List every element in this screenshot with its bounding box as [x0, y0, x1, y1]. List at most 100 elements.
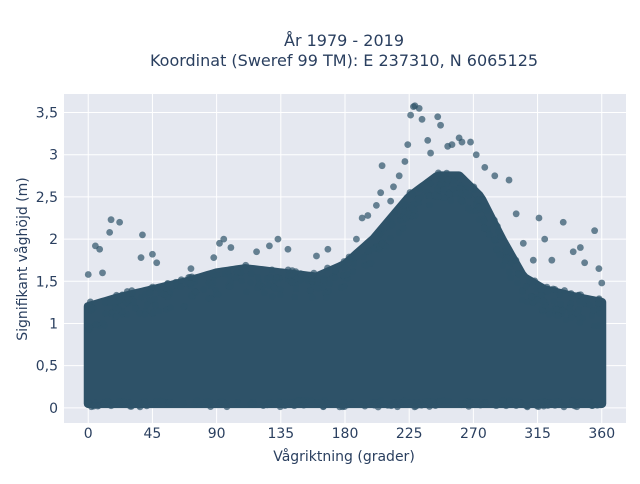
scatter-point	[125, 296, 133, 304]
outlier-point	[401, 158, 409, 165]
scatter-point	[447, 197, 455, 204]
scatter-point	[569, 396, 577, 404]
scatter-point	[549, 285, 557, 293]
scatter-point	[106, 299, 114, 307]
scatter-point	[496, 251, 504, 259]
scatter-point	[339, 402, 347, 409]
outlier-point	[216, 239, 223, 247]
scatter-point	[324, 400, 332, 408]
scatter-point	[433, 193, 440, 200]
scatter-point	[501, 257, 509, 265]
scatter-point	[533, 296, 541, 304]
scatter-point	[337, 284, 345, 291]
outlier-point	[313, 252, 320, 260]
scatter-point	[370, 401, 378, 409]
scatter-point	[200, 286, 208, 293]
scatter-point	[100, 400, 108, 408]
scatter-point	[242, 261, 250, 269]
scatter-point	[292, 399, 300, 407]
scatter-point	[485, 231, 493, 239]
scatter-point	[480, 224, 488, 232]
scatter-point	[527, 293, 535, 301]
scatter-point	[331, 267, 339, 275]
scatter-point	[345, 253, 353, 261]
scatter-point	[268, 292, 276, 300]
scatter-point	[518, 296, 526, 304]
scatter-point	[242, 288, 250, 296]
chart-title-line1: År 1979 - 2019	[284, 31, 404, 50]
y-tick-label: 3,5	[36, 106, 58, 122]
scatter-point	[562, 316, 570, 324]
scatter-point	[308, 272, 316, 280]
outlier-point	[467, 138, 474, 146]
scatter-point	[516, 399, 524, 406]
scatter-point	[454, 172, 462, 180]
scatter-point	[490, 216, 498, 224]
scatter-point	[397, 399, 404, 407]
outlier-point	[139, 231, 146, 239]
scatter-point	[535, 282, 543, 289]
x-tick-label: 270	[460, 426, 487, 442]
outlier-point	[149, 250, 156, 258]
scatter-point	[150, 295, 158, 303]
scatter-point	[254, 274, 262, 281]
scatter-point	[343, 270, 351, 278]
scatter-point	[350, 260, 358, 267]
outlier-point	[548, 256, 556, 264]
scatter-point	[492, 402, 500, 410]
scatter-point	[177, 283, 185, 291]
y-axis-ticks: 0 0,5 1 1,5 2 2,5 3 3,5	[36, 106, 58, 417]
scatter-point	[411, 403, 418, 411]
outlier-point	[84, 271, 92, 278]
outlier-point	[324, 245, 332, 253]
scatter-point	[561, 287, 568, 294]
outlier-point	[576, 244, 584, 251]
scatter-point	[247, 279, 255, 287]
scatter-point	[92, 321, 100, 328]
scatter-point	[167, 304, 174, 311]
scatter-point	[507, 274, 515, 282]
x-tick-label: 180	[332, 426, 359, 442]
outlier-point	[107, 216, 115, 224]
scatter-point	[519, 288, 526, 295]
scatter-point	[232, 274, 240, 282]
scatter-point	[507, 259, 515, 267]
scatter-point	[266, 274, 274, 281]
scatter-point	[292, 285, 300, 293]
outlier-point	[427, 149, 434, 157]
scatter-point	[306, 287, 314, 294]
scatter-point	[408, 204, 416, 211]
scatter-point	[475, 196, 483, 204]
scatter-point	[217, 397, 225, 405]
outlier-point	[448, 141, 456, 149]
outlier-point	[377, 189, 385, 197]
outlier-point	[512, 210, 520, 218]
scatter-point	[545, 311, 553, 318]
y-tick-label: 3	[49, 148, 58, 164]
scatter-point	[247, 270, 255, 278]
scatter-point	[456, 189, 464, 197]
scatter-point	[186, 280, 194, 288]
scatter-point	[426, 192, 434, 200]
scatter-point	[207, 282, 215, 290]
scatter-point	[440, 186, 447, 194]
scatter-point	[84, 400, 92, 407]
scatter-point	[273, 274, 280, 282]
scatter-point	[544, 402, 552, 409]
scatter-point	[556, 300, 564, 308]
outlier-point	[491, 172, 499, 180]
scatter-point	[440, 194, 448, 202]
scatter-point	[291, 293, 299, 301]
scatter-point	[466, 399, 474, 407]
scatter-point	[317, 398, 325, 406]
scatter-point	[550, 297, 558, 305]
scatter-point	[502, 402, 510, 410]
scatter-point	[320, 277, 328, 285]
scatter-point	[524, 298, 532, 306]
y-tick-label: 0	[49, 401, 58, 417]
outlier-point	[569, 248, 577, 256]
scatter-point	[191, 288, 199, 296]
scatter-point	[383, 243, 391, 251]
y-tick-label: 1	[49, 316, 58, 332]
scatter-point	[434, 169, 442, 177]
